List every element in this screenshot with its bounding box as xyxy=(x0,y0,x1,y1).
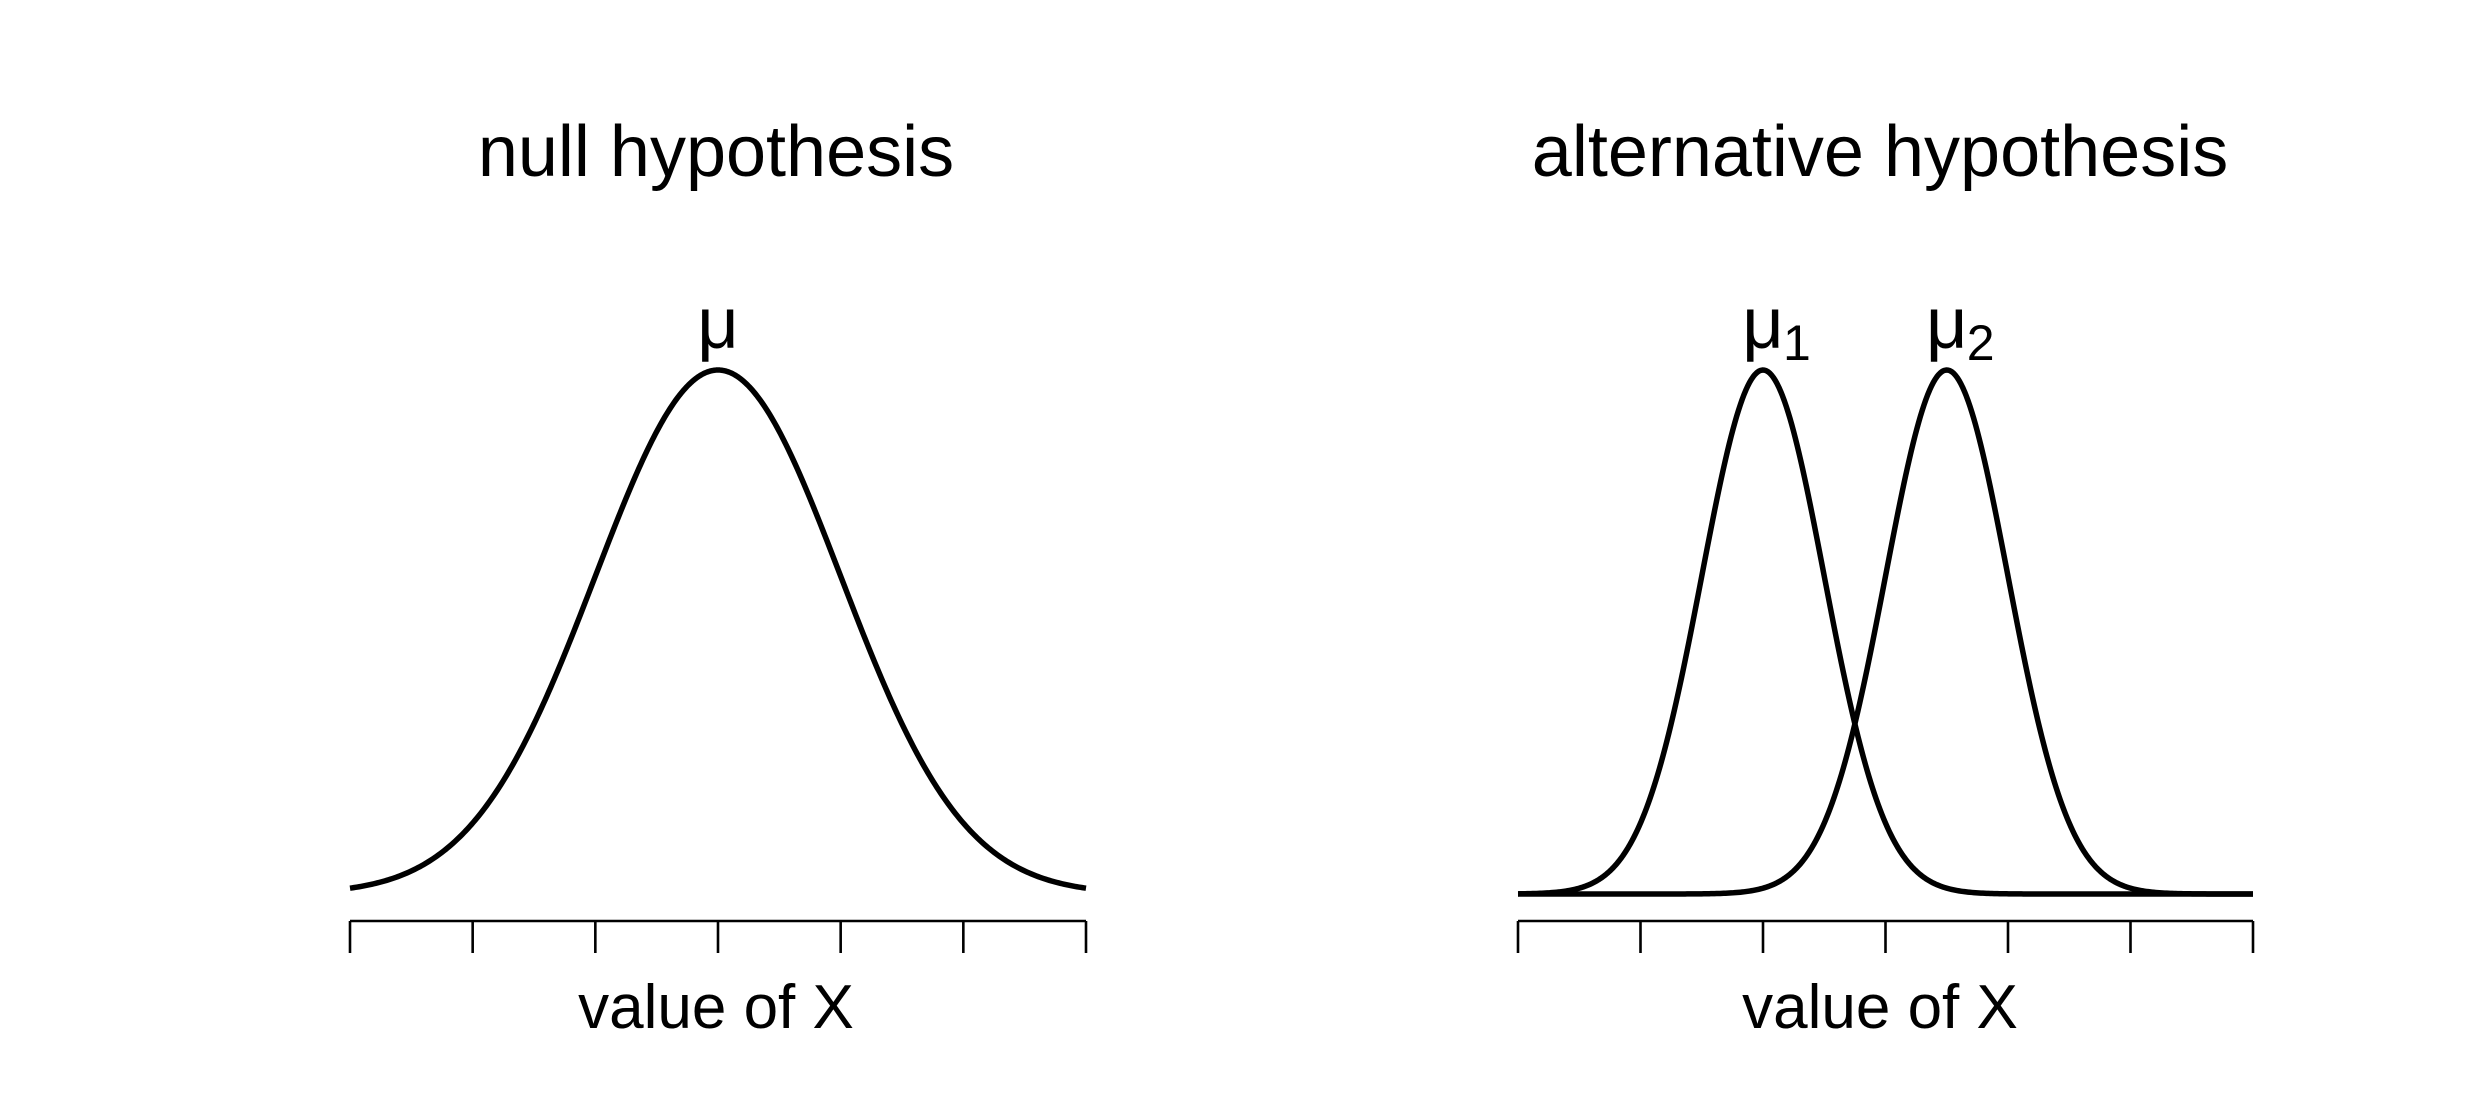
peak-label-layer: μ xyxy=(697,284,738,364)
x-axis xyxy=(1516,919,2255,953)
density-curve xyxy=(349,367,1087,891)
x-axis-label: value of X xyxy=(578,973,854,1042)
peak-label-subscript: 1 xyxy=(1783,315,1811,371)
peak-label-subscript: 2 xyxy=(1967,315,1995,371)
density-curve xyxy=(1517,367,2254,897)
curve-layer xyxy=(1517,367,2254,897)
x-axis-label: value of X xyxy=(1742,973,2018,1042)
peak-label: μ xyxy=(697,284,738,364)
chart-title: alternative hypothesis xyxy=(1532,112,2228,192)
chart-title: null hypothesis xyxy=(478,112,954,192)
peak-label: μ xyxy=(1742,284,1783,364)
null-hypothesis-panel: null hypothesis μ value of X xyxy=(348,112,1088,1042)
x-axis xyxy=(348,919,1088,953)
peak-label: μ xyxy=(1926,284,1967,364)
curve-layer xyxy=(349,367,1087,891)
density-curve xyxy=(1517,367,2254,897)
